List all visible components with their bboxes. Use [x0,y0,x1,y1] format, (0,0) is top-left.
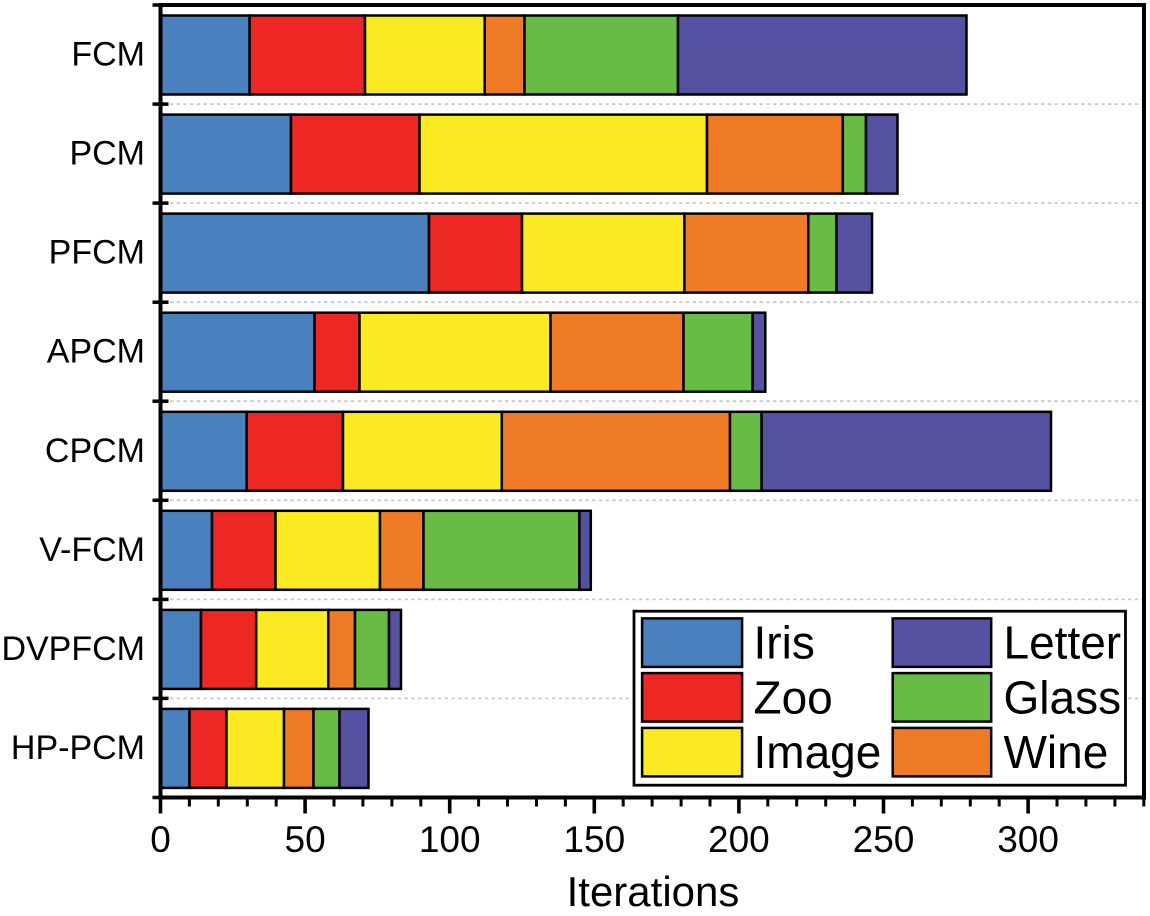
svg-text:0: 0 [150,819,171,860]
svg-text:V-FCM: V-FCM [39,531,145,569]
svg-text:PCM: PCM [69,135,145,173]
svg-text:Glass: Glass [1004,671,1122,723]
svg-text:300: 300 [997,819,1059,860]
svg-text:Iterations: Iterations [567,868,740,911]
svg-text:APCM: APCM [47,333,145,371]
svg-text:DVPFCM: DVPFCM [1,630,145,668]
svg-text:50: 50 [285,819,326,860]
svg-text:HP-PCM: HP-PCM [11,729,145,767]
svg-text:100: 100 [419,819,481,860]
svg-text:CPCM: CPCM [45,432,145,470]
svg-text:Zoo: Zoo [754,671,833,723]
svg-text:150: 150 [563,819,625,860]
svg-text:Iris: Iris [754,617,815,669]
svg-text:FCM: FCM [71,36,145,74]
svg-text:Letter: Letter [1004,617,1122,669]
svg-text:Image: Image [754,726,882,778]
svg-text:200: 200 [708,819,770,860]
svg-text:Wine: Wine [1004,726,1109,778]
svg-text:250: 250 [853,819,915,860]
svg-text:PFCM: PFCM [49,234,145,272]
